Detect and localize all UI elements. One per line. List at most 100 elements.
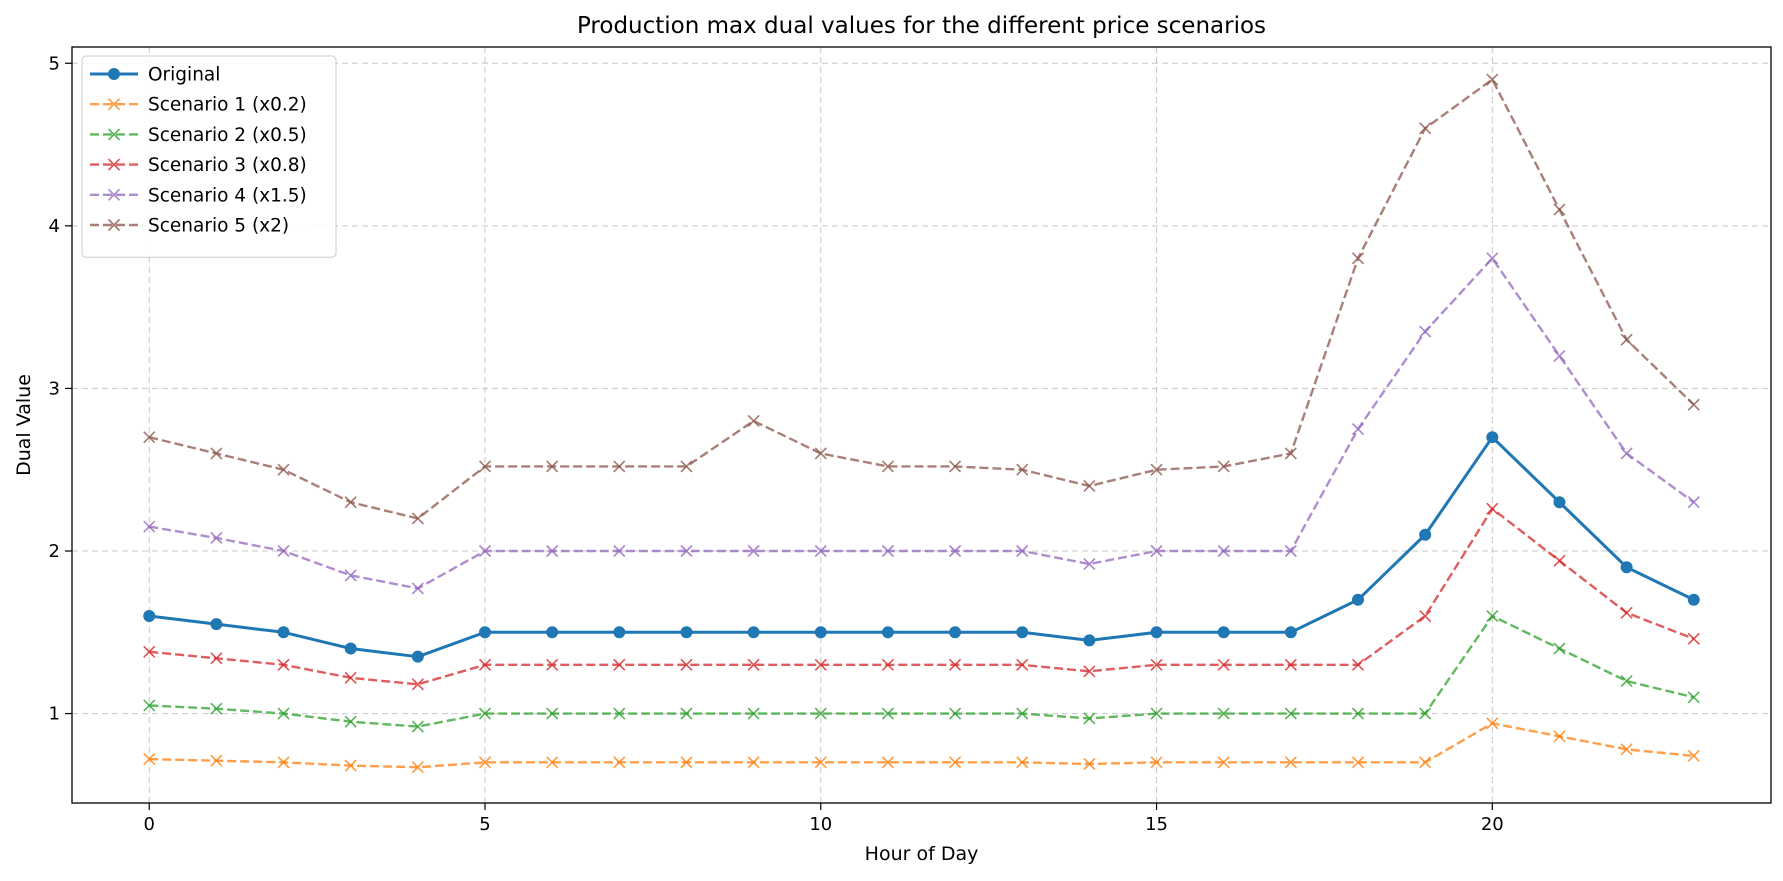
data-point [613, 707, 626, 720]
data-point [949, 460, 962, 473]
data-point [1217, 658, 1230, 671]
data-point [1620, 561, 1633, 574]
data-point [1083, 479, 1096, 493]
data-point [613, 626, 626, 639]
data-point [210, 531, 223, 545]
data-point [1016, 626, 1029, 639]
y-tick-label: 1 [49, 704, 60, 725]
series-line [149, 507, 1695, 686]
series-line [149, 257, 1695, 590]
data-point [1351, 707, 1365, 720]
data-point [949, 544, 962, 558]
legend-label: Original [148, 65, 220, 86]
data-point [1620, 674, 1633, 688]
x-tick-label: 5 [479, 814, 490, 835]
data-point [1687, 632, 1700, 645]
data-point [1150, 626, 1163, 639]
data-point [1217, 626, 1230, 639]
x-axis-label: Hour of Day [865, 843, 979, 865]
data-point [411, 720, 424, 733]
data-point [814, 447, 827, 460]
data-point [881, 756, 894, 769]
data-point [1351, 422, 1365, 436]
data-point [949, 756, 962, 769]
series-line [149, 722, 1694, 769]
data-point [1083, 557, 1096, 571]
data-point [949, 626, 962, 639]
grid [72, 47, 1771, 803]
data-point [1553, 642, 1566, 655]
series-line [149, 614, 1695, 728]
data-point [478, 626, 491, 639]
data-point [344, 569, 357, 582]
data-point [1553, 349, 1566, 362]
data-point [411, 512, 424, 525]
data-point [747, 707, 760, 720]
data-point [1687, 593, 1700, 606]
legend: Original Scenario 1 (x0.2) Scenario 2 (x0.… [81, 55, 337, 258]
data-point [277, 658, 290, 671]
data-point [1486, 717, 1499, 730]
data-point [344, 496, 357, 509]
plot-frame [71, 46, 1772, 804]
data-point [1150, 756, 1163, 769]
data-point [1419, 707, 1432, 720]
y-tick-label: 4 [49, 216, 60, 237]
data-point [881, 460, 894, 473]
data-point [1150, 658, 1163, 671]
data-point [1284, 658, 1297, 671]
data-point [411, 761, 424, 774]
series-line [149, 435, 1695, 659]
y-axis: 1 2 3 4 5 [49, 53, 72, 725]
data-point [1217, 756, 1230, 769]
data-point [143, 699, 156, 712]
series-layer [143, 73, 1700, 774]
data-point [680, 460, 693, 473]
data-point [277, 463, 290, 476]
data-point [478, 707, 492, 720]
data-point [680, 658, 693, 671]
data-point [747, 658, 760, 671]
data-point [210, 447, 223, 460]
legend-item: Scenario 3 (x0.8) [90, 155, 307, 176]
data-point [747, 544, 760, 558]
x-tick-label: 20 [1481, 814, 1504, 835]
data-point [1351, 756, 1365, 769]
data-point [1687, 749, 1700, 762]
data-point [881, 658, 894, 671]
data-point [1351, 658, 1365, 671]
data-point [1620, 333, 1633, 346]
data-point [1083, 712, 1096, 725]
data-point [1419, 325, 1432, 338]
series-scenario-3-x0-8 [143, 502, 1700, 691]
data-point [814, 756, 827, 769]
data-point [1016, 756, 1029, 769]
data-point [1486, 431, 1499, 444]
data-point [1150, 707, 1163, 720]
data-point [1419, 609, 1432, 623]
series-scenario-2-x0-5 [143, 609, 1700, 733]
data-point [1083, 757, 1096, 771]
data-point [1284, 544, 1297, 558]
data-point [881, 707, 894, 720]
data-point [1553, 496, 1566, 509]
data-point [1016, 463, 1029, 476]
legend-item: Scenario 4 (x1.5) [90, 185, 307, 206]
data-point [680, 756, 693, 769]
data-point [1083, 665, 1096, 678]
data-point [1419, 122, 1432, 135]
data-point [344, 715, 357, 728]
data-point [1486, 502, 1499, 515]
data-point [411, 678, 424, 691]
data-point [747, 756, 760, 769]
data-point [814, 626, 827, 639]
data-point [1352, 593, 1365, 606]
data-point [277, 707, 290, 720]
data-point [143, 431, 156, 444]
legend-label: Scenario 2 (x0.5) [148, 125, 307, 146]
data-point [1620, 606, 1633, 619]
legend-label: Scenario 4 (x1.5) [148, 185, 307, 206]
data-point [1217, 707, 1230, 720]
data-point [1016, 544, 1029, 558]
